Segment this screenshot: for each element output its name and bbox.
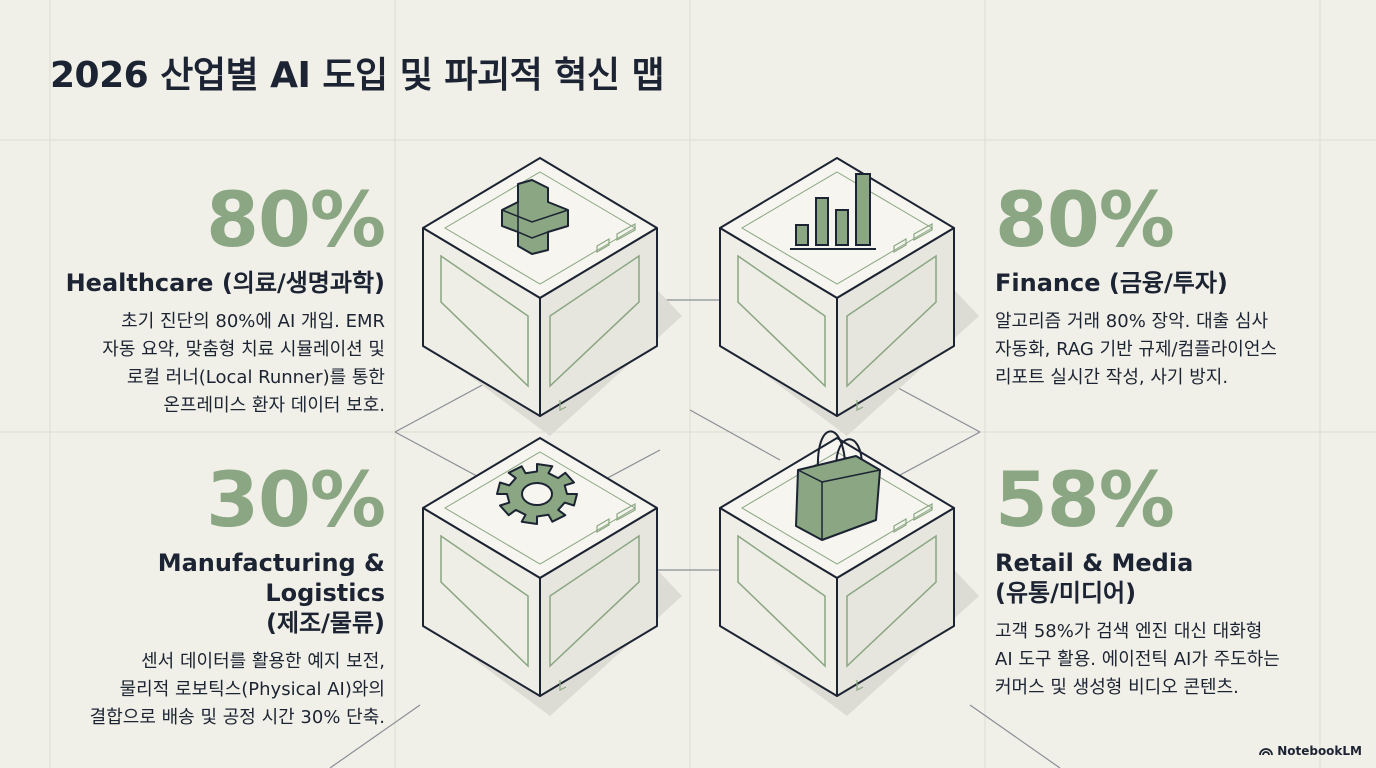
title-line: Manufacturing & Logistics <box>157 549 385 607</box>
desc-line: 자동화, RAG 기반 규제/컴플라이언스 <box>995 339 1277 360</box>
title-line: (유통/미디어) <box>995 579 1137 607</box>
desc-line: 온프레미스 환자 데이터 보호. <box>163 395 385 416</box>
notebooklm-logo-icon <box>1259 748 1274 756</box>
shopping-bag-icon <box>795 430 881 541</box>
desc-line: 물리적 로보틱스(Physical AI)와의 <box>119 679 385 700</box>
title-line: Retail & Media <box>995 549 1194 577</box>
healthcare-cube <box>422 157 682 436</box>
page-title: 2026 산업별 AI 도입 및 파괴적 혁신 맵 <box>50 55 665 96</box>
medical-cross-icon <box>501 179 569 255</box>
desc-line: 리포트 실시간 작성, 사기 방지. <box>995 367 1229 388</box>
desc-line: 알고리즘 거래 80% 장악. 대출 심사 <box>995 311 1269 332</box>
desc-line: 커머스 및 생성형 비디오 콘텐츠. <box>995 677 1239 698</box>
finance-title: Finance (금융/투자) <box>995 269 1228 297</box>
healthcare-percentage: 80% <box>206 175 386 264</box>
healthcare-title: Healthcare (의료/생명과학) <box>65 269 385 297</box>
retail-percentage: 58% <box>995 455 1175 544</box>
healthcare-description: 초기 진단의 80%에 AI 개입. EMR 자동 요약, 맞춤형 치료 시뮬레… <box>55 308 385 420</box>
desc-line: 자동 요약, 맞춤형 치료 시뮬레이션 및 <box>102 339 385 360</box>
desc-line: 고객 58%가 검색 엔진 대신 대화형 <box>995 621 1263 642</box>
desc-line: 결합으로 배송 및 공정 시간 30% 단축. <box>89 707 385 728</box>
finance-percentage: 80% <box>995 175 1175 264</box>
retail-block: 58% Retail & Media (유통/미디어) 고객 58%가 검색 엔… <box>995 462 1325 702</box>
brand-watermark: NotebookLM <box>1259 744 1362 758</box>
bar-chart-icon <box>790 173 876 250</box>
manufacturing-description: 센서 데이터를 활용한 예지 보전, 물리적 로보틱스(Physical AI)… <box>55 648 385 732</box>
brand-label: NotebookLM <box>1277 744 1362 758</box>
desc-line: 센서 데이터를 활용한 예지 보전, <box>141 651 385 672</box>
finance-cube <box>719 157 979 436</box>
desc-line: AI 도구 활용. 에이전틱 AI가 주도하는 <box>995 649 1280 670</box>
title-line: (제조/물류) <box>265 609 385 637</box>
finance-block: 80% Finance (금융/투자) 알고리즘 거래 80% 장악. 대출 심… <box>995 182 1325 392</box>
gear-icon <box>496 463 578 525</box>
retail-title: Retail & Media (유통/미디어) <box>995 548 1325 608</box>
healthcare-block: 80% Healthcare (의료/생명과학) 초기 진단의 80%에 AI … <box>55 175 386 420</box>
manufacturing-block: 30% Manufacturing & Logistics (제조/물류) 센서… <box>55 455 386 732</box>
manufacturing-percentage: 30% <box>206 455 386 544</box>
retail-description: 고객 58%가 검색 엔진 대신 대화형 AI 도구 활용. 에이전틱 AI가 … <box>995 618 1325 702</box>
desc-line: 로컬 러너(Local Runner)를 통한 <box>126 367 385 388</box>
finance-description: 알고리즘 거래 80% 장악. 대출 심사 자동화, RAG 기반 규제/컴플라… <box>995 308 1325 392</box>
manufacturing-title: Manufacturing & Logistics (제조/물류) <box>55 548 385 638</box>
desc-line: 초기 진단의 80%에 AI 개입. EMR <box>121 311 385 332</box>
